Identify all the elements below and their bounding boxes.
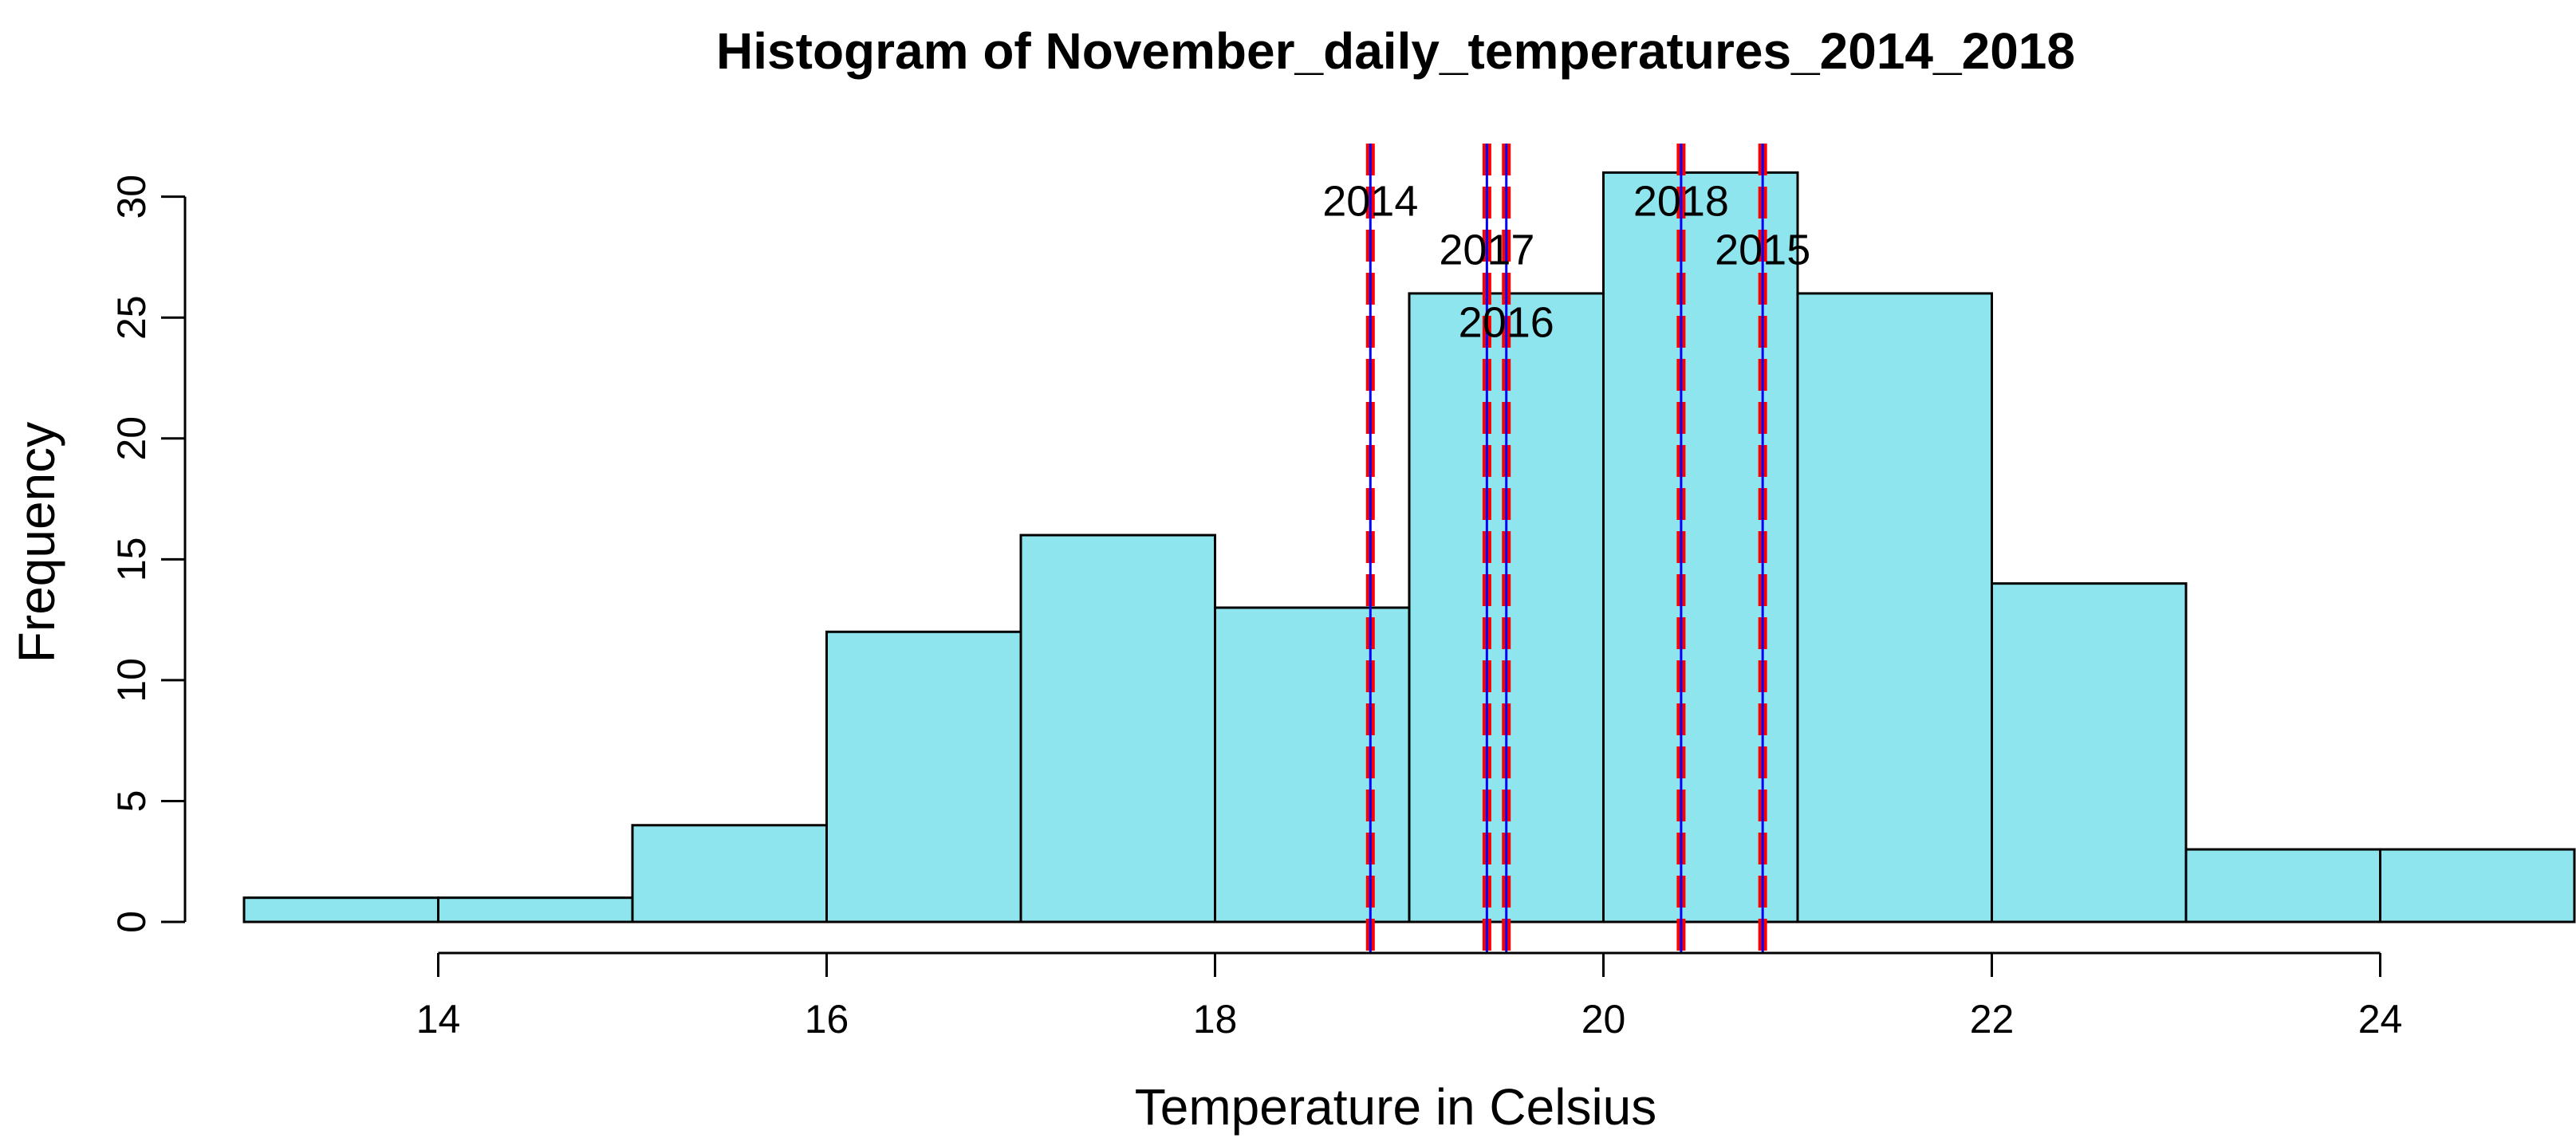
y-tick-label-15: 15 — [109, 538, 154, 582]
histogram-bar-22-23 — [1991, 582, 2188, 923]
histogram-bar-13-14 — [242, 896, 439, 923]
chart-title: Histogram of November_daily_temperatures… — [716, 22, 2075, 80]
y-tick-label-20: 20 — [109, 416, 154, 461]
x-tick-label-18: 18 — [1193, 997, 1238, 1042]
reference-label-2017: 2017 — [1439, 226, 1534, 274]
reference-label-2018: 2018 — [1633, 178, 1729, 226]
reference-label-2016: 2016 — [1459, 298, 1554, 346]
histogram-bar-16-17 — [825, 630, 1022, 923]
histogram-bar-20-21 — [1602, 171, 1799, 923]
x-tick-label-16: 16 — [805, 997, 849, 1042]
histogram-bar-24-25 — [2379, 848, 2576, 923]
histogram-bar-18-19 — [1214, 606, 1411, 923]
reference-label-2015: 2015 — [1715, 226, 1810, 274]
y-axis-label: Frequency — [8, 422, 65, 663]
reference-label-2014: 2014 — [1322, 178, 1418, 226]
histogram-bar-23-24 — [2184, 848, 2381, 923]
y-tick-label-10: 10 — [109, 658, 154, 703]
y-tick-label-0: 0 — [109, 911, 154, 933]
histogram-bar-17-18 — [1019, 534, 1216, 923]
histogram-bar-15-16 — [631, 824, 828, 923]
y-tick-label-5: 5 — [109, 790, 154, 813]
x-axis-label: Temperature in Celsius — [1135, 1078, 1657, 1136]
x-tick-label-24: 24 — [2358, 997, 2403, 1042]
y-tick-label-25: 25 — [109, 295, 154, 340]
y-tick-label-30: 30 — [109, 175, 154, 219]
histogram-bar-21-22 — [1796, 292, 1993, 923]
histogram-bar-14-15 — [437, 896, 634, 923]
x-tick-label-20: 20 — [1581, 997, 1626, 1042]
x-tick-label-22: 22 — [1970, 997, 2015, 1042]
x-tick-label-14: 14 — [416, 997, 461, 1042]
